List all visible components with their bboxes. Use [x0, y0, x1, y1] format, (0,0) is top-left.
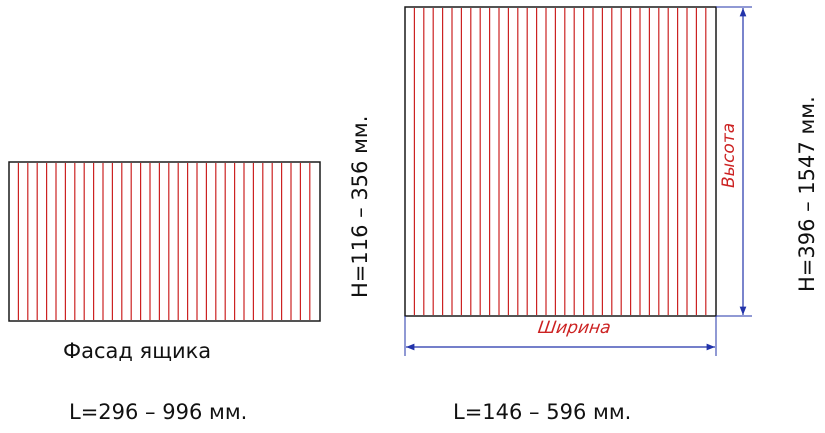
large-panel-frame: [404, 6, 717, 317]
large-panel-drawing: [404, 6, 752, 356]
drawer-facade-frame: [8, 161, 321, 322]
large-panel-length-range: L=146 – 596 мм.: [453, 400, 632, 424]
height-dimension-label: Высота: [719, 122, 739, 188]
drawer-facade-lines: [17, 163, 311, 320]
drawer-facade-length-range: L=296 – 996 мм.: [69, 400, 248, 424]
drawer-facade-drawing: [8, 161, 321, 322]
width-dimension-label: Ширина: [536, 318, 613, 338]
large-panel-lines: [413, 8, 707, 315]
drawer-facade-height-range: H=116 – 356 мм.: [348, 115, 372, 298]
drawer-facade-caption: Фасад ящика: [63, 339, 212, 363]
large-panel-height-range: H=396 – 1547 мм.: [795, 96, 819, 292]
